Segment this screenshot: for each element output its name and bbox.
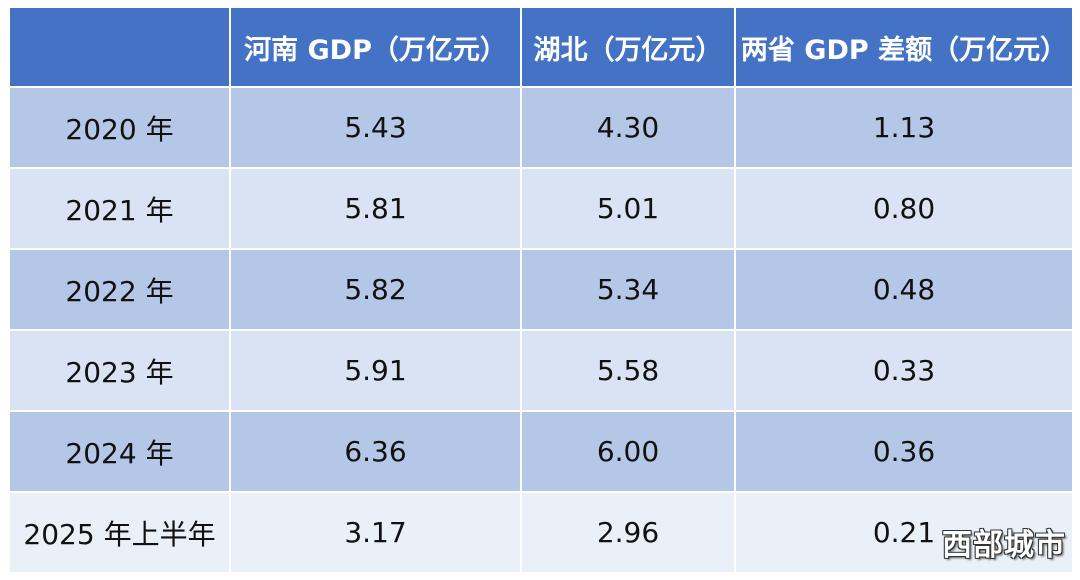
henan-gdp-cell: 6.36 <box>229 410 522 493</box>
table-row: 2021 年 5.81 5.01 0.80 <box>8 167 1074 250</box>
henan-gdp-cell: 5.81 <box>229 167 522 250</box>
hubei-gdp-cell: 4.30 <box>520 86 736 169</box>
difference-cell: 1.13 <box>734 86 1074 169</box>
hubei-gdp-cell: 5.01 <box>520 167 736 250</box>
header-row: 河南 GDP（万亿元） 湖北（万亿元） 两省 GDP 差额（万亿元） <box>8 6 1074 88</box>
header-cell-hubei: 湖北（万亿元） <box>520 6 736 88</box>
gdp-table: 河南 GDP（万亿元） 湖北（万亿元） 两省 GDP 差额（万亿元） 2020 … <box>8 6 1074 574</box>
henan-gdp-cell: 3.17 <box>229 491 522 574</box>
table-row: 2022 年 5.82 5.34 0.48 <box>8 248 1074 331</box>
header-cell-difference: 两省 GDP 差额（万亿元） <box>734 6 1074 88</box>
table-row: 2020 年 5.43 4.30 1.13 <box>8 86 1074 169</box>
header-cell-henan: 河南 GDP（万亿元） <box>229 6 522 88</box>
henan-gdp-cell: 5.91 <box>229 329 522 412</box>
difference-cell: 0.21 <box>734 491 1074 574</box>
year-cell: 2021 年 <box>8 167 231 250</box>
hubei-gdp-cell: 2.96 <box>520 491 736 574</box>
difference-cell: 0.36 <box>734 410 1074 493</box>
hubei-gdp-cell: 6.00 <box>520 410 736 493</box>
year-cell: 2023 年 <box>8 329 231 412</box>
table-row: 2024 年 6.36 6.00 0.36 <box>8 410 1074 493</box>
table-row: 2025 年上半年 3.17 2.96 0.21 <box>8 491 1074 574</box>
hubei-gdp-cell: 5.58 <box>520 329 736 412</box>
difference-cell: 0.33 <box>734 329 1074 412</box>
year-cell: 2025 年上半年 <box>8 491 231 574</box>
header-cell-blank <box>8 6 231 88</box>
year-cell: 2022 年 <box>8 248 231 331</box>
henan-gdp-cell: 5.82 <box>229 248 522 331</box>
table-row: 2023 年 5.91 5.58 0.33 <box>8 329 1074 412</box>
watermark-text: 西部城市 <box>942 528 1066 563</box>
year-cell: 2024 年 <box>8 410 231 493</box>
difference-cell: 0.80 <box>734 167 1074 250</box>
year-cell: 2020 年 <box>8 86 231 169</box>
henan-gdp-cell: 5.43 <box>229 86 522 169</box>
hubei-gdp-cell: 5.34 <box>520 248 736 331</box>
difference-cell: 0.48 <box>734 248 1074 331</box>
